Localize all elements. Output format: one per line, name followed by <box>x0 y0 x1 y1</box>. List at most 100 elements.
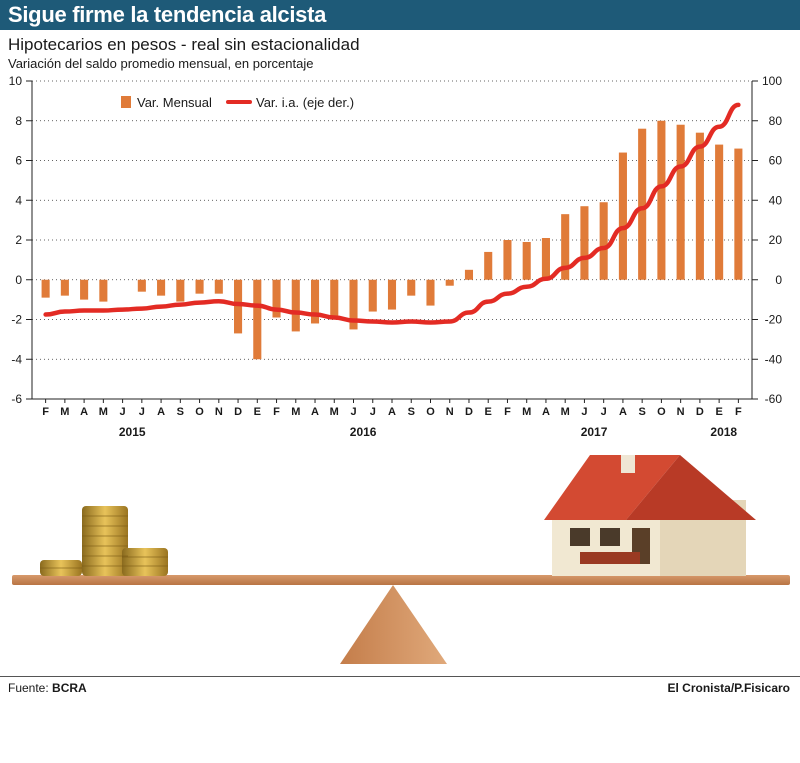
source-value: BCRA <box>52 681 87 695</box>
x-tick-label: J <box>120 406 126 418</box>
x-tick-label: S <box>408 406 415 418</box>
bar <box>503 240 512 280</box>
x-tick-label: N <box>446 406 454 418</box>
bar <box>60 279 69 296</box>
source-label: Fuente: <box>8 681 49 695</box>
bar <box>349 279 358 330</box>
legend: Var. Mensual Var. i.a. (eje der.) <box>121 95 354 110</box>
y2-tick-label: -60 <box>765 392 783 406</box>
bar <box>484 251 493 280</box>
y2-tick-label: 60 <box>769 154 783 168</box>
bar <box>426 279 435 306</box>
bar <box>580 206 589 280</box>
legend-bar-swatch <box>121 96 131 108</box>
y-tick-label: -2 <box>11 313 22 327</box>
x-tick-label: A <box>311 406 319 418</box>
footer-divider <box>0 676 800 677</box>
bar <box>137 279 146 292</box>
y-tick-label: 0 <box>15 273 22 287</box>
bar <box>561 214 570 280</box>
bar <box>368 279 377 312</box>
x-tick-label: D <box>696 406 704 418</box>
y-tick-label: 2 <box>15 233 22 247</box>
y-tick-label: 8 <box>15 114 22 128</box>
chart-subtitle: Hipotecarios en pesos - real sin estacio… <box>8 35 360 54</box>
seesaw-plank <box>12 575 790 585</box>
year-label: 2017 <box>581 425 608 439</box>
bar <box>234 279 243 334</box>
x-tick-label: E <box>254 406 261 418</box>
bar <box>407 279 416 296</box>
footer-credit: El Cronista/P.Fisicaro <box>667 681 791 695</box>
bar <box>80 279 89 300</box>
x-tick-label: J <box>350 406 356 418</box>
bar <box>291 279 300 332</box>
x-tick-label: J <box>581 406 587 418</box>
y2-tick-label: 80 <box>769 114 783 128</box>
bar <box>195 279 204 294</box>
house <box>544 455 756 576</box>
y-tick-label: 6 <box>15 154 22 168</box>
y-tick-label: 10 <box>9 74 23 88</box>
x-tick-label: M <box>291 406 300 418</box>
bar <box>676 124 685 280</box>
bar <box>272 279 281 318</box>
bar <box>157 279 166 296</box>
x-tick-label: A <box>388 406 396 418</box>
x-tick-label: N <box>677 406 685 418</box>
y2-tick-label: 20 <box>769 233 783 247</box>
x-tick-label: M <box>561 406 570 418</box>
bar <box>99 279 108 302</box>
year-label: 2016 <box>350 425 377 439</box>
y-tick-label: 4 <box>15 193 22 207</box>
x-tick-label: S <box>638 406 645 418</box>
bar <box>657 120 666 280</box>
y2-tick-label: 0 <box>775 273 782 287</box>
bar <box>253 279 262 360</box>
bar <box>541 238 550 280</box>
x-tick-label: E <box>715 406 722 418</box>
legend-line-label: Var. i.a. (eje der.) <box>256 95 354 110</box>
bar <box>214 279 223 294</box>
bar <box>464 269 474 280</box>
bar <box>176 279 185 302</box>
fulcrum <box>340 585 447 664</box>
y-tick-label: -6 <box>11 392 22 406</box>
chart-title: Sigue firme la tendencia alcista <box>8 2 327 27</box>
bar <box>638 128 647 280</box>
bar <box>522 241 531 280</box>
x-tick-label: J <box>139 406 145 418</box>
x-tick-label: N <box>215 406 223 418</box>
x-tick-label: J <box>601 406 607 418</box>
x-tick-label: O <box>657 406 666 418</box>
bar <box>734 148 743 280</box>
x-tick-label: M <box>60 406 69 418</box>
y2-tick-label: -40 <box>765 352 783 366</box>
chart-caption: Variación del saldo promedio mensual, en… <box>8 56 314 71</box>
x-tick-label: M <box>522 406 531 418</box>
x-tick-label: F <box>273 406 280 418</box>
x-tick-label: S <box>177 406 184 418</box>
x-tick-label: M <box>330 406 339 418</box>
x-tick-label: A <box>542 406 550 418</box>
x-tick-label: F <box>735 406 742 418</box>
line-group <box>43 102 741 325</box>
x-tick-label: A <box>80 406 88 418</box>
bar <box>715 144 724 280</box>
x-tick-label: F <box>504 406 511 418</box>
bar <box>695 132 704 280</box>
x-tick-label: E <box>485 406 492 418</box>
x-tick-label: A <box>157 406 165 418</box>
legend-bar-label: Var. Mensual <box>137 95 212 110</box>
x-tick-label: D <box>234 406 242 418</box>
year-label: 2015 <box>119 425 146 439</box>
bar <box>387 279 397 310</box>
bar <box>599 202 608 280</box>
x-tick-label: O <box>426 406 435 418</box>
y-tick-label: -4 <box>11 352 22 366</box>
y2-tick-label: 40 <box>769 193 783 207</box>
x-tick-label: M <box>99 406 108 418</box>
x-tick-label: A <box>619 406 627 418</box>
footer-source: Fuente: BCRA <box>8 681 87 695</box>
